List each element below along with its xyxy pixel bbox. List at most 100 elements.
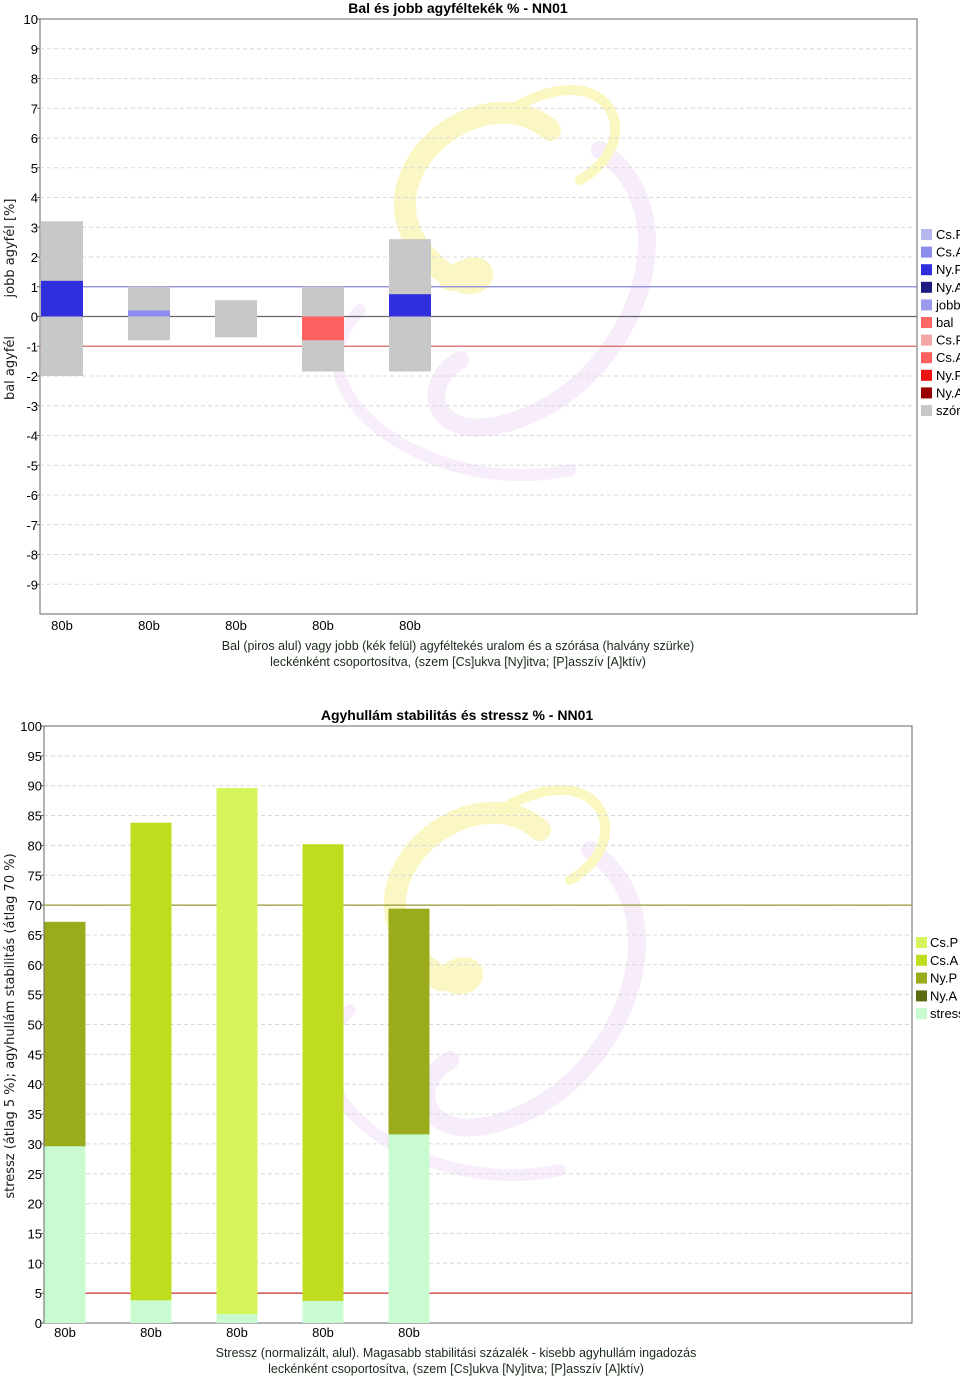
y-tick-label: -3 bbox=[26, 399, 38, 414]
legend-label: bal bbox=[936, 315, 953, 330]
y-tick-label: 3 bbox=[31, 220, 38, 235]
y-tick-label: 15 bbox=[28, 1226, 42, 1241]
chart1-ylabel-bottom: bal agyfél bbox=[3, 336, 18, 400]
legend-swatch bbox=[921, 317, 932, 328]
chart2-caption-line2: leckénként csoportosítva, (szem [Cs]ukva… bbox=[268, 1362, 644, 1376]
legend-swatch bbox=[921, 229, 932, 240]
chart2-y-axis: 1009590858075706560555045403530252015105… bbox=[20, 719, 44, 1331]
x-tick-label: 80b bbox=[225, 618, 247, 633]
legend-label: Ny.P bbox=[936, 262, 960, 277]
y-tick-label: 8 bbox=[31, 72, 38, 87]
stability-bar bbox=[302, 844, 344, 1323]
legend-label: stress bbox=[930, 1006, 960, 1021]
y-tick-label: 35 bbox=[28, 1107, 42, 1122]
legend-label: szór bbox=[936, 403, 960, 418]
y-tick-label: 70 bbox=[28, 898, 42, 913]
y-tick-label: 10 bbox=[28, 1256, 42, 1271]
chart1-caption-line1: Bal (piros alul) vagy jobb (kék felül) a… bbox=[222, 639, 694, 653]
y-tick-label: 80 bbox=[28, 838, 42, 853]
legend-label: Ny.P bbox=[936, 368, 960, 383]
chart2-title: Agyhullám stabilitás és stressz % - NN01 bbox=[321, 707, 594, 723]
y-tick-label: 90 bbox=[28, 779, 42, 794]
y-tick-label: 40 bbox=[28, 1077, 42, 1092]
legend-label: Cs.A bbox=[936, 245, 960, 260]
x-tick-label: 80b bbox=[51, 618, 73, 633]
legend-label: Cs.A bbox=[936, 350, 960, 365]
y-tick-label: -9 bbox=[26, 577, 38, 592]
x-tick-label: 80b bbox=[138, 618, 160, 633]
chart1-x-axis: 80b 80b 80b 80b 80b bbox=[51, 618, 421, 633]
y-tick-label: 85 bbox=[28, 809, 42, 824]
y-tick-label: 6 bbox=[31, 131, 38, 146]
chart2-x-axis: 80b 80b 80b 80b 80b bbox=[54, 1325, 420, 1340]
chart1-ylabel-top: jobb agyfél [%] bbox=[3, 199, 18, 299]
x-tick-label: 80b bbox=[226, 1325, 248, 1340]
legend-swatch bbox=[916, 972, 927, 984]
x-tick-label: 80b bbox=[54, 1325, 76, 1340]
y-tick-label: 95 bbox=[28, 749, 42, 764]
y-tick-label: 5 bbox=[31, 161, 38, 176]
x-tick-label: 80b bbox=[312, 618, 334, 633]
legend-swatch bbox=[916, 1008, 927, 1020]
stress-bar bbox=[216, 1314, 258, 1323]
legend-swatch bbox=[921, 334, 932, 346]
legend-swatch bbox=[921, 387, 932, 399]
y-tick-label: -8 bbox=[26, 548, 38, 563]
watermark-swirl bbox=[505, 85, 621, 185]
legend-label: Ny.A bbox=[936, 385, 960, 400]
stability-bar bbox=[216, 788, 258, 1323]
stress-bar bbox=[130, 1300, 172, 1323]
chart2-legend: Cs.P Cs.A Ny.P Ny.A stress bbox=[916, 935, 960, 1021]
x-tick-label: 80b bbox=[140, 1325, 162, 1340]
legend-swatch bbox=[921, 352, 932, 364]
right-hemisphere-bar bbox=[128, 310, 170, 317]
y-tick-label: 25 bbox=[28, 1167, 42, 1182]
legend-swatch bbox=[916, 954, 927, 966]
x-tick-label: 80b bbox=[399, 618, 421, 633]
legend-swatch bbox=[921, 369, 932, 381]
legend-swatch bbox=[921, 264, 932, 276]
legend-label: Ny.P bbox=[930, 971, 957, 986]
y-tick-label: 7 bbox=[31, 101, 38, 116]
y-tick-label: -5 bbox=[26, 458, 38, 473]
y-tick-label: 0 bbox=[35, 1316, 42, 1331]
x-tick-label: 80b bbox=[312, 1325, 334, 1340]
y-tick-label: 100 bbox=[20, 719, 42, 734]
watermark-swirl bbox=[427, 141, 656, 437]
legend-label: Cs.P bbox=[930, 935, 958, 950]
stability-bar bbox=[130, 822, 172, 1323]
chart1-legend: Cs.P Cs.A Ny.P Ny.A jobb bal Cs.P Cs.A Ny.P Ny.A s… bbox=[921, 227, 960, 418]
legend-swatch bbox=[921, 246, 932, 258]
chart2-gridlines bbox=[44, 755, 912, 1294]
legend-label: Cs.A bbox=[930, 953, 959, 968]
y-tick-label: 5 bbox=[35, 1286, 42, 1301]
y-tick-label: 9 bbox=[31, 42, 38, 57]
legend-swatch bbox=[921, 299, 932, 311]
stress-bar bbox=[302, 1300, 344, 1323]
y-tick-label: -1 bbox=[26, 339, 38, 354]
y-tick-label: 75 bbox=[28, 868, 42, 883]
chart1-title: Bal és jobb agyféltekék % - NN01 bbox=[348, 0, 568, 16]
brainwave-stability-chart: Agyhullám stabilitás és stressz % - NN01… bbox=[3, 707, 960, 1376]
left-hemisphere-bar bbox=[302, 316, 344, 341]
legend-label: Cs.P bbox=[936, 333, 960, 348]
legend-swatch bbox=[916, 990, 927, 1002]
y-tick-label: 60 bbox=[28, 958, 42, 973]
legend-label: Ny.A bbox=[936, 280, 960, 295]
y-tick-label: 50 bbox=[28, 1018, 42, 1033]
y-tick-label: -4 bbox=[26, 429, 38, 444]
y-tick-label: 20 bbox=[28, 1197, 42, 1212]
legend-label: jobb bbox=[935, 297, 960, 312]
legend-swatch bbox=[921, 405, 932, 416]
y-tick-label: 1 bbox=[31, 280, 38, 295]
chart2-bars bbox=[44, 788, 430, 1323]
legend-label: Ny.A bbox=[930, 988, 958, 1003]
y-tick-label: 65 bbox=[28, 928, 42, 943]
y-tick-label: 45 bbox=[28, 1047, 42, 1062]
y-tick-label: 10 bbox=[24, 12, 38, 27]
y-tick-label: 2 bbox=[31, 250, 38, 265]
chart2-ylabel: stressz (átlag 5 %); agyhullám stabilitá… bbox=[3, 853, 18, 1198]
y-tick-label: -2 bbox=[26, 369, 38, 384]
legend-label: Cs.P bbox=[936, 227, 960, 242]
